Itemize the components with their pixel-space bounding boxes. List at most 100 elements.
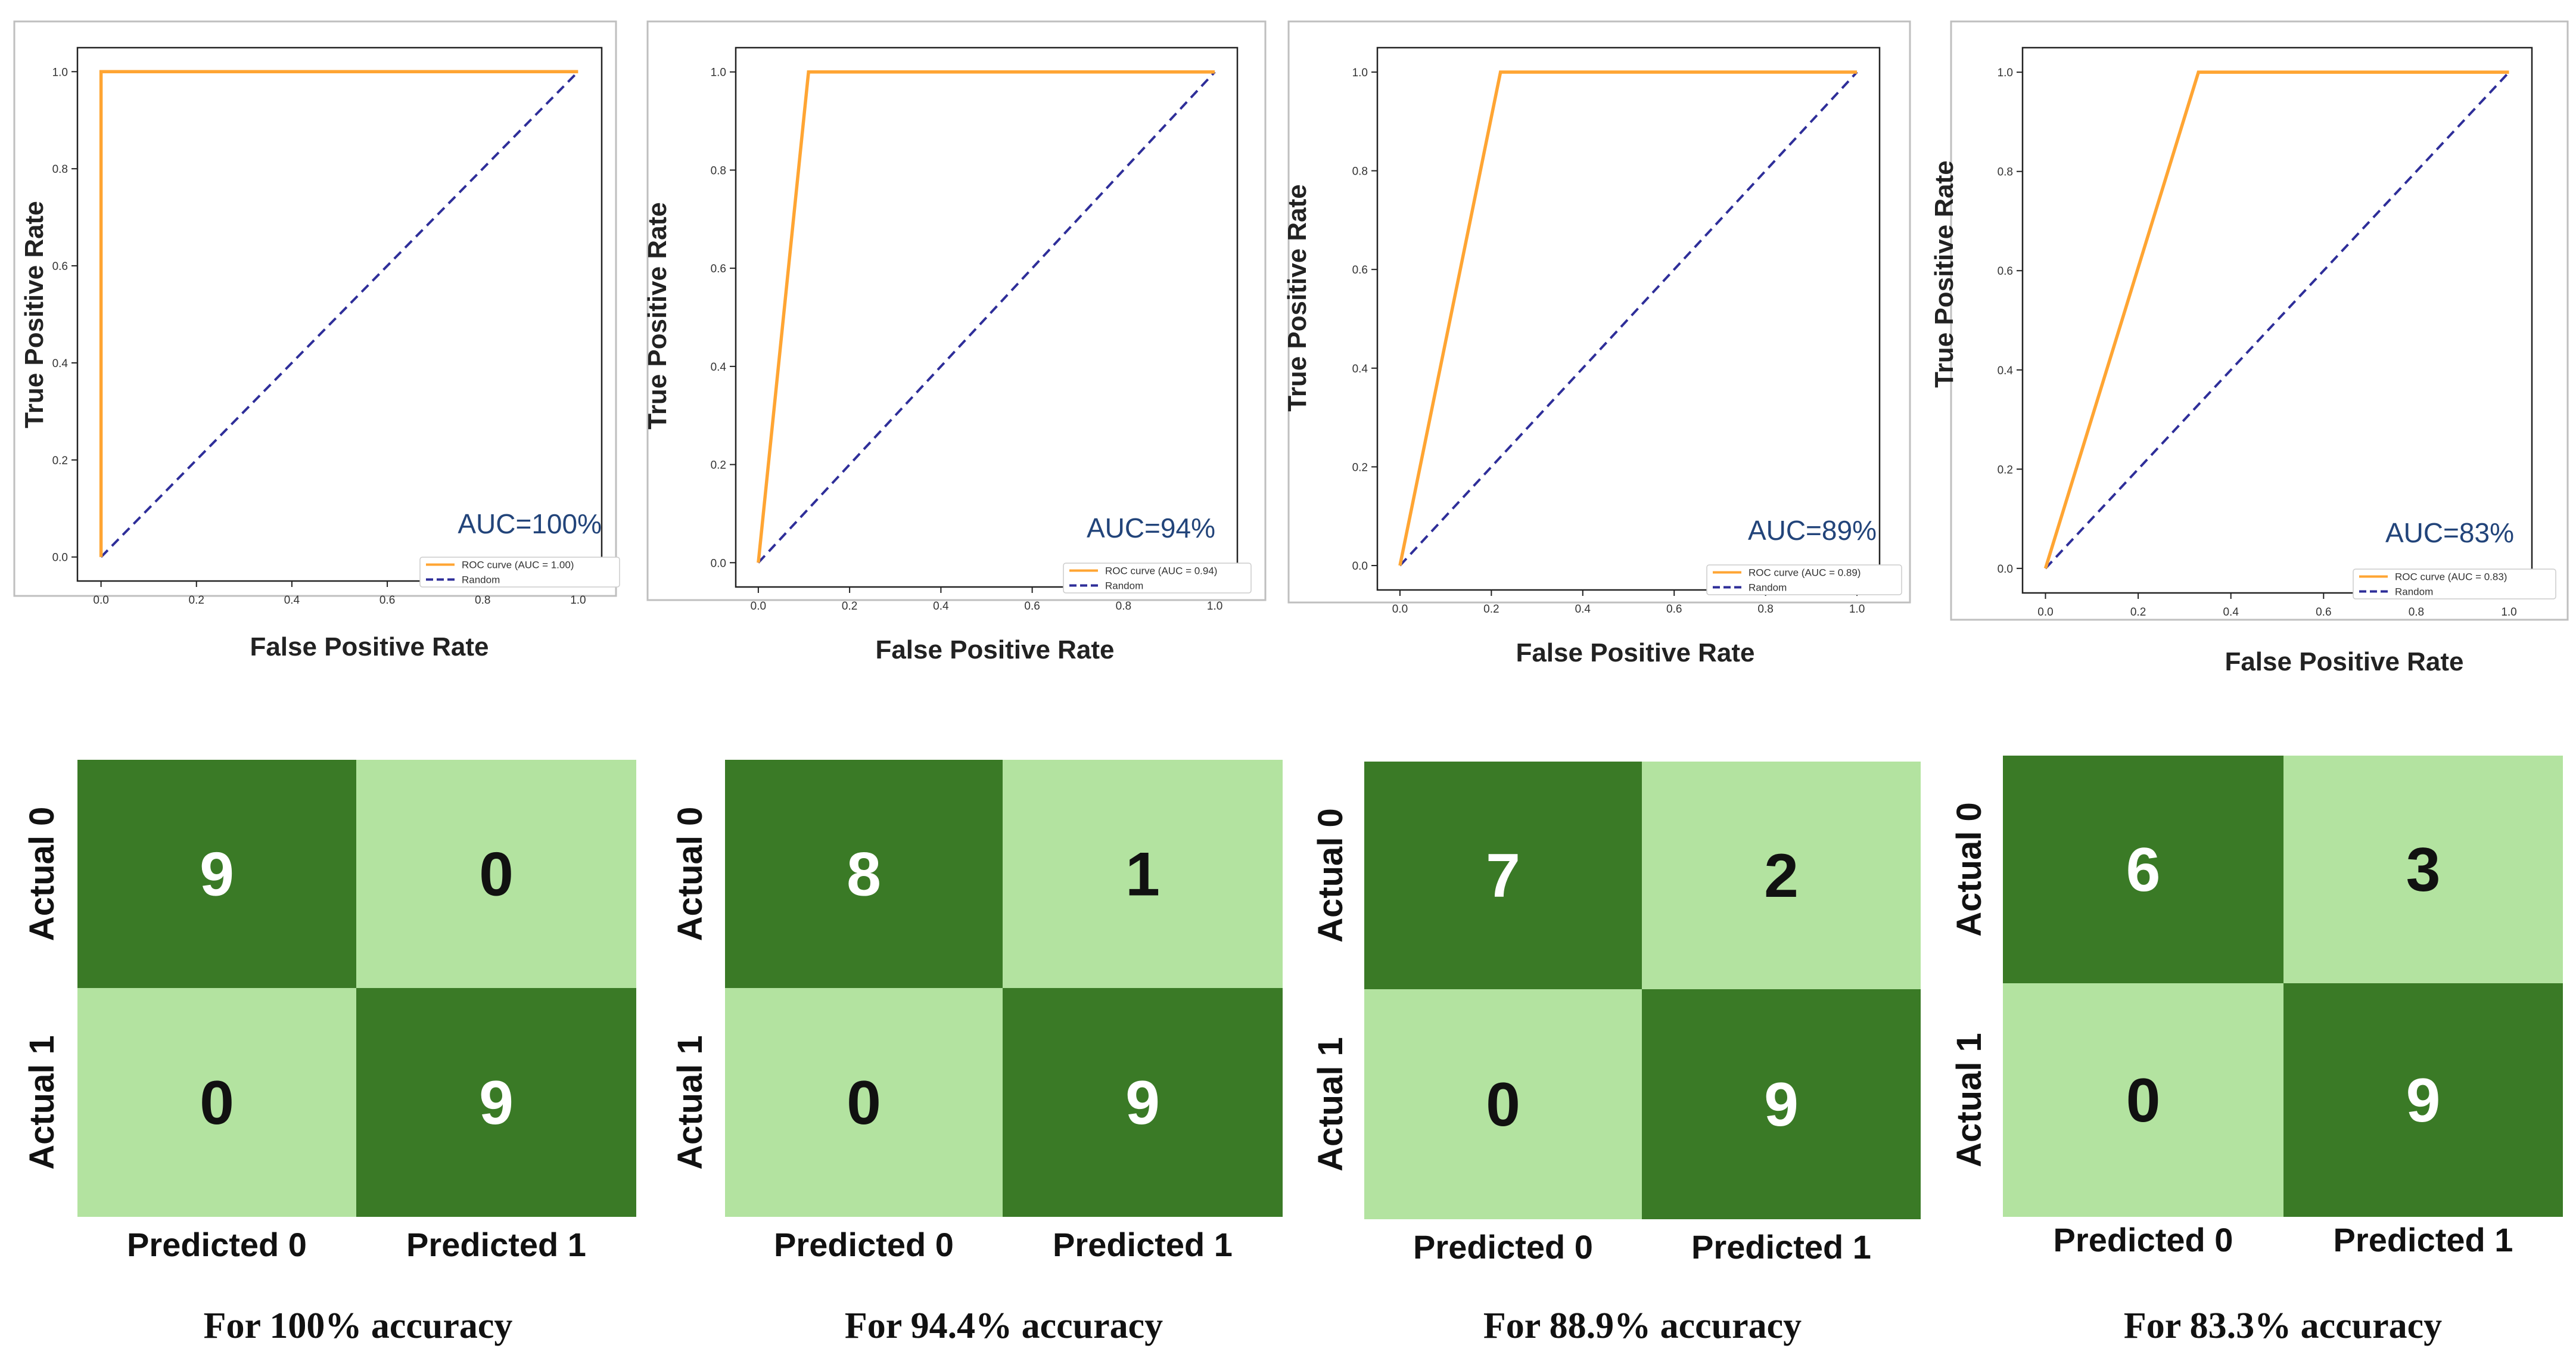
y-tick-label: 0.4 [711,361,727,374]
random-line [100,70,579,558]
x-tick-label: 0.4 [1575,603,1591,616]
auc-annotation: AUC=83% [2385,517,2514,548]
cm-row-label: Actual 0 [1950,802,1989,937]
x-tick-label: 1.0 [570,594,586,607]
y-tick-label: 0.2 [1998,464,2013,476]
accuracy-caption: For 88.9% accuracy [1483,1306,1802,1346]
roc-curve-line [99,70,578,557]
cm-cell-value: 9 [1125,1068,1160,1138]
x-tick-label: 0.8 [475,594,490,607]
x-tick-label: 0.6 [379,594,395,607]
cm-cell-value: 0 [479,840,514,909]
legend: ROC curve (AUC = 0.83) Random [2353,568,2556,599]
cm-cell [2003,756,2283,983]
cm-row-label: Actual 0 [23,807,61,942]
cm-cell [725,760,1003,988]
x-axis-label: False Positive Rate [1516,638,1754,667]
x-tick-label: 0.0 [1392,603,1408,616]
y-tick-label: 0.8 [52,163,68,176]
confusion-matrix-cm-100: 9 0 0 9 Actual 0 Actual 1 Predicted 0 Predicted… [23,760,636,1346]
accuracy-caption: For 94.4% accuracy [845,1306,1163,1346]
cm-cell-value: 9 [1764,1070,1799,1139]
accuracy-caption: For 100% accuracy [204,1306,513,1346]
y-axis-label: True Positive Rate [643,202,672,429]
cm-cell-value: 9 [200,840,234,909]
cm-cell-value: 9 [2406,1066,2441,1135]
cm-cell-value: 8 [847,840,881,909]
y-tick-label: 0.8 [711,164,726,177]
legend-roc-label: ROC curve (AUC = 0.89) [1749,567,1861,579]
x-tick-label: 0.2 [842,600,857,613]
cm-cell [2003,983,2283,1217]
x-tick-label: 0.6 [1024,600,1040,613]
roc-panel-roc-100: 0.0 0.2 0.4 0.6 0.8 1.0 0.0 0.2 0.4 0.6 0.8 1.0 Fals… [13,20,620,661]
y-tick-label: 0.4 [52,358,69,370]
cm-row-label: Actual 0 [671,807,710,942]
cm-cell-value: 6 [2126,835,2161,905]
roc-curve-line [757,70,1215,563]
y-tick-label: 0.0 [711,557,726,570]
y-tick-label: 0.0 [1998,563,2013,576]
x-tick-label: 0.8 [2409,606,2424,619]
cm-col-label: Predicted 1 [406,1226,586,1263]
y-tick-label: 1.0 [711,67,726,79]
y-tick-label: 0.0 [1352,560,1368,573]
x-tick-label: 0.6 [2316,606,2331,619]
cm-cell [725,988,1003,1217]
cm-row-label: Actual 1 [23,1035,61,1170]
cm-cell-value: 3 [2406,835,2441,905]
legend-box [1063,563,1252,594]
cm-col-label: Predicted 0 [1413,1228,1593,1266]
legend-random-label: Random [462,574,500,586]
x-tick-label: 1.0 [1849,603,1865,616]
legend-random-label: Random [1105,580,1143,592]
x-tick-label: 0.6 [1666,603,1682,616]
x-tick-label: 0.2 [2130,606,2146,619]
legend-box [1706,564,1902,595]
y-axis-label: True Positive Rate [1283,184,1312,411]
random-line [2045,71,2510,570]
x-tick-label: 0.4 [2223,606,2239,619]
legend: ROC curve (AUC = 1.00) Random [419,557,620,588]
confusion-matrix-cm-83: 6 3 0 9 Actual 0 Actual 1 Predicted 0 Predicted… [1950,756,2563,1346]
cm-col-label: Predicted 0 [127,1226,307,1263]
cm-cell-value: 0 [1486,1070,1520,1139]
legend: ROC curve (AUC = 0.94) Random [1063,563,1252,594]
cm-cell [2283,756,2563,983]
cm-row-label: Actual 1 [1950,1033,1989,1167]
x-axis-label: False Positive Rate [250,632,489,661]
cm-row-label: Actual 1 [671,1035,710,1170]
x-axis-label: False Positive Rate [875,635,1114,664]
cm-col-label: Predicted 1 [1691,1228,1871,1266]
x-tick-label: 0.0 [2037,606,2053,619]
x-tick-label: 0.0 [751,600,766,613]
cm-cell-value: 0 [200,1068,234,1138]
cm-cell-value: 1 [1125,840,1160,909]
cm-cell-value: 9 [479,1068,514,1138]
axes-box [2021,46,2533,594]
accuracy-caption: For 83.3% accuracy [2124,1306,2442,1346]
cm-cell [77,760,356,988]
confusion-matrix-cm-89: 7 2 0 9 Actual 0 Actual 1 Predicted 0 Predicted… [1311,762,1921,1346]
x-tick-label: 0.4 [284,594,300,607]
legend: ROC curve (AUC = 0.89) Random [1706,564,1902,595]
y-tick-label: 0.2 [711,459,726,472]
x-tick-label: 0.4 [933,600,949,613]
x-tick-label: 0.8 [1116,600,1131,613]
legend-roc-label: ROC curve (AUC = 0.94) [1105,566,1217,577]
cm-row-label: Actual 0 [1311,808,1350,943]
x-tick-label: 0.2 [189,594,204,607]
x-tick-label: 0.0 [93,594,108,607]
y-tick-label: 0.8 [1998,166,2013,179]
legend-random-label: Random [1749,582,1787,594]
cm-col-label: Predicted 1 [2334,1221,2513,1259]
roc-panel-roc-89: 0.0 0.2 0.4 0.6 0.8 1.0 0.0 0.2 0.4 0.6 0.8 1.0 Fals… [1283,20,1911,667]
auc-annotation: AUC=89% [1748,515,1877,546]
x-tick-label: 0.8 [1757,603,1773,616]
y-tick-label: 0.4 [1998,365,2014,377]
confusion-matrix-cm-94: 8 1 0 9 Actual 0 Actual 1 Predicted 0 Predicted… [671,760,1283,1346]
legend-roc-label: ROC curve (AUC = 1.00) [462,560,574,571]
y-tick-label: 1.0 [1998,67,2013,79]
legend-box [2353,568,2556,599]
